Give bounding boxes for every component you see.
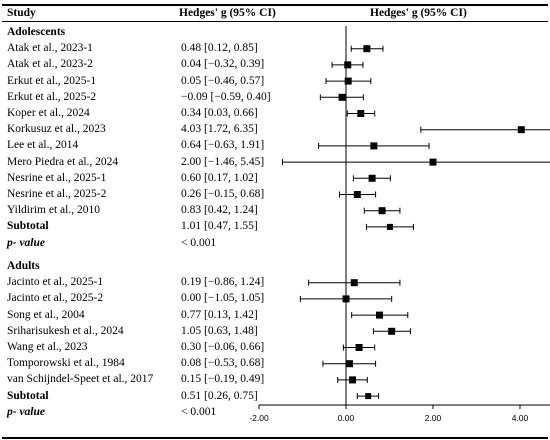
study-label: Nesrine et al., 2025-1 [7, 171, 107, 184]
study-ci-text: 0.34 [0.03, 0.66] [181, 107, 258, 119]
study-0-5-point [517, 126, 525, 134]
study-label: Korkusuz et al., 2023 [7, 123, 106, 136]
study-1-0-point [350, 279, 358, 287]
study-0-6-point [370, 142, 378, 150]
study-label: Lee et al., 2014 [7, 139, 79, 152]
study-ci-text: 1.05 [0.63, 1.48] [181, 324, 258, 337]
study-ci-text: 0.48 [0.12, 0.85] [181, 42, 258, 55]
pvalue-label: p- value [7, 236, 46, 249]
subtotal-1-point [365, 393, 372, 400]
study-0-4-point [357, 110, 365, 117]
study-0-7-point [429, 158, 437, 166]
pvalue-text: < 0.001 [181, 405, 217, 418]
study-1-6-point [349, 376, 357, 384]
header-study: Study [7, 7, 36, 19]
study-ci-text: 0.05 [−0.46, 0.57] [181, 74, 265, 87]
header-plot: Hedges' g (95% CI) [370, 7, 467, 19]
study-label: Atak et al., 2023-1 [7, 42, 93, 55]
study-1-2-point [375, 311, 383, 319]
study-ci-text: 0.04 [−0.32, 0.39] [181, 58, 265, 71]
study-0-1-point [344, 61, 352, 69]
bottom-rule [2, 437, 548, 439]
study-label: Erkut et al., 2025-1 [7, 74, 97, 87]
study-label: Song et al., 2004 [7, 308, 85, 321]
study-label: Jacinto et al., 2025-1 [7, 276, 104, 289]
study-ci-text: 0.15 [−0.19, 0.49] [181, 373, 265, 386]
study-ci-text: 0.83 [0.42, 1.24] [181, 204, 258, 217]
study-label: Mero Piedra et al., 2024 [7, 155, 119, 168]
group-heading: Adults [7, 260, 40, 272]
pvalue-text: < 0.001 [181, 236, 217, 249]
study-label: Jacinto et al., 2025-2 [7, 292, 104, 305]
study-ci-text: 0.60 [0.17, 1.02] [181, 171, 258, 184]
study-label: Sriharisukesh et al., 2024 [7, 324, 124, 337]
study-0-10-point [378, 207, 386, 215]
x-tick-label: 4.00 [512, 413, 529, 423]
study-ci-text: 0.77 [0.13, 1.42] [181, 308, 258, 321]
pvalue-label: p- value [7, 405, 46, 418]
study-label: Nesrine et al., 2025-2 [7, 188, 107, 200]
study-0-8-point [368, 174, 376, 182]
x-tick-label: 2.00 [425, 413, 442, 423]
study-ci-text: −0.09 [−0.59, 0.40] [181, 90, 271, 103]
study-ci-text: 0.00 [−1.05, 1.05] [181, 292, 265, 305]
subtotal-ci-text: 1.01 [0.47, 1.55] [181, 220, 258, 233]
study-label: van Schijndel-Speet et al., 2017 [7, 373, 154, 386]
study-1-3-point [388, 327, 396, 335]
group-heading: Adolescents [7, 26, 66, 38]
study-label: Yildirim et al., 2010 [7, 204, 100, 217]
x-tick-label: 0.00 [338, 413, 355, 423]
study-ci-text: 0.30 [−0.06, 0.66] [181, 341, 265, 353]
study-0-3-point [338, 93, 346, 101]
study-ci-text: 0.08 [−0.53, 0.68] [181, 357, 265, 370]
top-rule [2, 4, 548, 6]
study-label: Atak et al., 2023-2 [7, 58, 93, 71]
study-ci-text: 0.64 [−0.63, 1.91] [181, 139, 265, 152]
subtotal-0-point [386, 223, 393, 230]
header-rule [2, 21, 548, 22]
study-label: Koper et al., 2024 [7, 107, 90, 119]
study-0-0-point [363, 45, 371, 53]
study-label: Tomporowski et al., 1984 [7, 357, 125, 370]
x-tick-label: -2.00 [249, 413, 269, 423]
study-0-2-point [344, 77, 352, 85]
study-label: Wang et al., 2023 [7, 341, 88, 353]
subtotal-ci-text: 0.51 [0.26, 0.75] [181, 389, 258, 402]
study-ci-text: 4.03 [1.72, 6.35] [181, 123, 258, 136]
study-ci-text: 0.19 [−0.86, 1.24] [181, 276, 265, 289]
header-ci: Hedges' g (95% CI) [179, 7, 276, 19]
subtotal-label: Subtotal [7, 389, 49, 402]
study-ci-text: 2.00 [−1.46, 5.45] [181, 155, 265, 168]
study-ci-text: 0.26 [−0.15, 0.68] [181, 188, 265, 200]
subtotal-label: Subtotal [7, 220, 49, 233]
study-label: Erkut et al., 2025-2 [7, 90, 97, 103]
study-0-9-point [353, 191, 361, 198]
study-1-5-point [345, 360, 353, 368]
study-1-4-point [355, 344, 363, 351]
